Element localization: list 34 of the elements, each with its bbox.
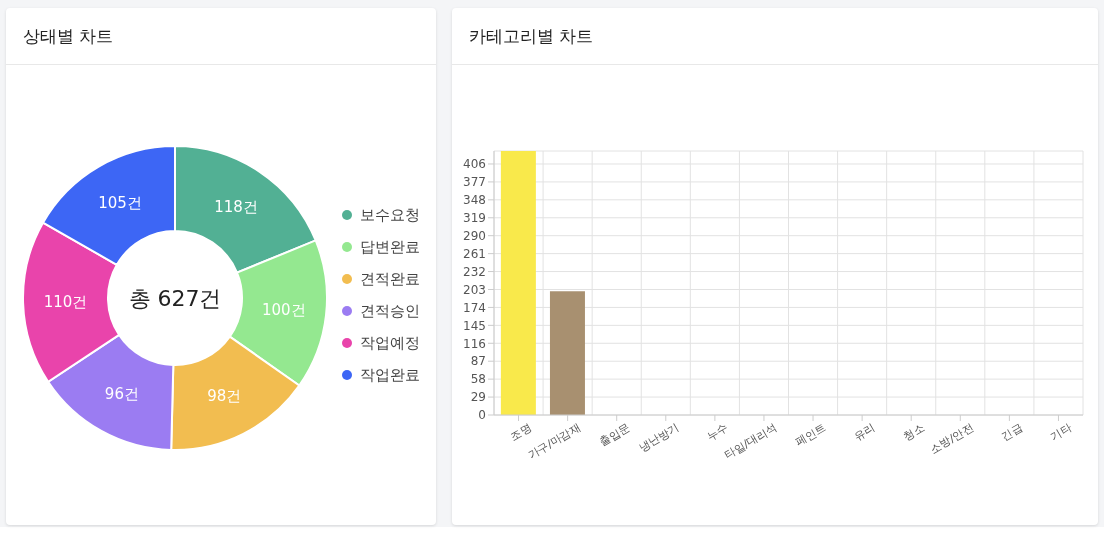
y-tick-label: 319 xyxy=(462,211,486,226)
x-tick-label: 청소 xyxy=(900,421,927,444)
y-tick-label: 377 xyxy=(462,175,486,190)
text: 총 627건 xyxy=(128,285,222,311)
legend-label: 견적승인 xyxy=(360,301,420,322)
y-tick-label: 261 xyxy=(462,246,486,261)
x-tick-label: 유리 xyxy=(851,421,878,444)
y-tick-label: 203 xyxy=(462,282,486,297)
x-tick-label: 긴급 xyxy=(998,421,1025,444)
y-tick-label: 348 xyxy=(462,193,486,208)
data-label: 110건 xyxy=(43,292,88,311)
y-tick-label: 406 xyxy=(462,157,486,172)
chart-title: 상태별 차트 xyxy=(6,8,436,65)
y-tick-label: 58 xyxy=(470,372,486,387)
y-tick-label: 174 xyxy=(462,300,486,315)
x-tick-label: 기타 xyxy=(1047,421,1074,444)
data-label: 100건 xyxy=(261,301,306,320)
y-tick-label: 116 xyxy=(462,336,486,351)
y-tick-label: 29 xyxy=(470,390,486,405)
legend-label: 견적완료 xyxy=(360,269,420,290)
y-tick-label: 232 xyxy=(462,264,486,279)
y-tick-label: 290 xyxy=(462,228,486,243)
legend-label: 작업예정 xyxy=(360,333,420,354)
y-tick-label: 145 xyxy=(462,318,486,333)
legend-label: 작업완료 xyxy=(360,365,420,386)
y-tick-label: 0 xyxy=(477,408,486,423)
data-label: 96건 xyxy=(104,384,139,403)
legend-label: 보수요청 xyxy=(360,205,420,226)
chart-title: 카테고리별 차트 xyxy=(451,8,1098,65)
data-label: 105건 xyxy=(98,194,142,213)
data-label: 118건 xyxy=(214,198,258,217)
y-tick-label: 87 xyxy=(470,354,486,369)
legend-label: 답변완료 xyxy=(360,237,420,258)
data-label: 98건 xyxy=(207,386,242,405)
